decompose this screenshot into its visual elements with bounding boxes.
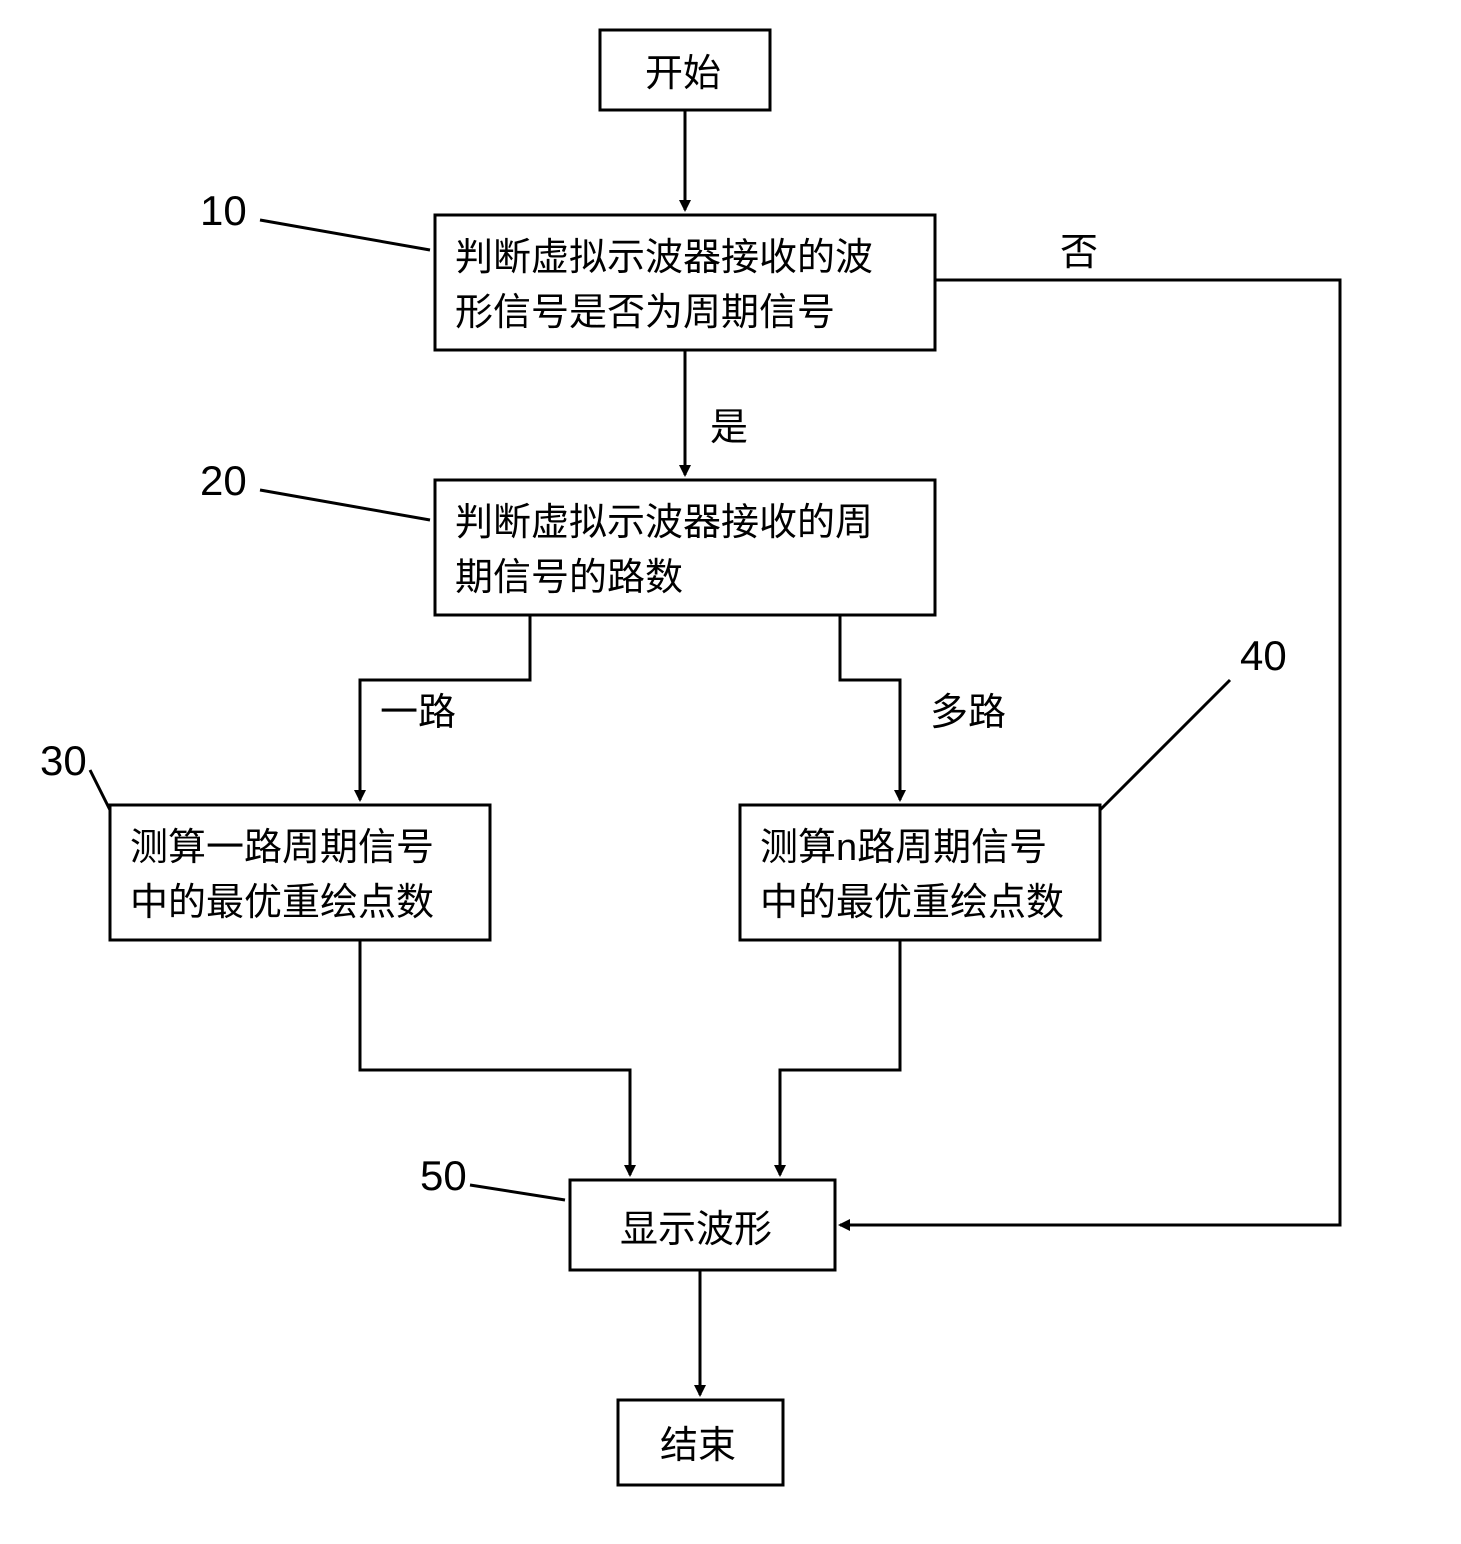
num-10: 10 [200,187,247,234]
edge-10-50-no [840,280,1340,1225]
num-30: 30 [40,737,87,784]
node-end-text: 结束 [660,1425,736,1467]
leader-40 [1100,680,1230,810]
node-20-line2: 期信号的路数 [455,557,683,599]
node-20-line1: 判断虚拟示波器接收的周 [455,502,873,544]
node-10-line2: 形信号是否为周期信号 [455,292,835,334]
label-no: 否 [1060,232,1098,274]
node-30-line1: 测算一路周期信号 [130,827,434,869]
leader-50 [470,1185,565,1200]
label-yes: 是 [710,407,748,449]
num-40: 40 [1240,632,1287,679]
leader-20 [260,490,430,520]
edge-20-40 [840,615,900,800]
num-50: 50 [420,1152,467,1199]
label-multi: 多路 [930,692,1006,734]
node-start-text: 开始 [645,53,721,95]
leader-30 [90,770,110,810]
edge-40-50 [780,940,900,1175]
node-50-text: 显示波形 [620,1209,772,1251]
num-20: 20 [200,457,247,504]
node-10-line1: 判断虚拟示波器接收的波 [455,237,873,279]
edge-30-50 [360,940,630,1175]
node-40-line1: 测算n路周期信号 [760,827,1047,869]
flowchart-canvas: 开始 判断虚拟示波器接收的波 形信号是否为周期信号 10 否 是 判断虚拟示波器… [0,0,1461,1544]
label-one: 一路 [380,692,456,734]
leader-10 [260,220,430,250]
node-30-line2: 中的最优重绘点数 [130,882,434,924]
node-40-line2: 中的最优重绘点数 [760,882,1064,924]
